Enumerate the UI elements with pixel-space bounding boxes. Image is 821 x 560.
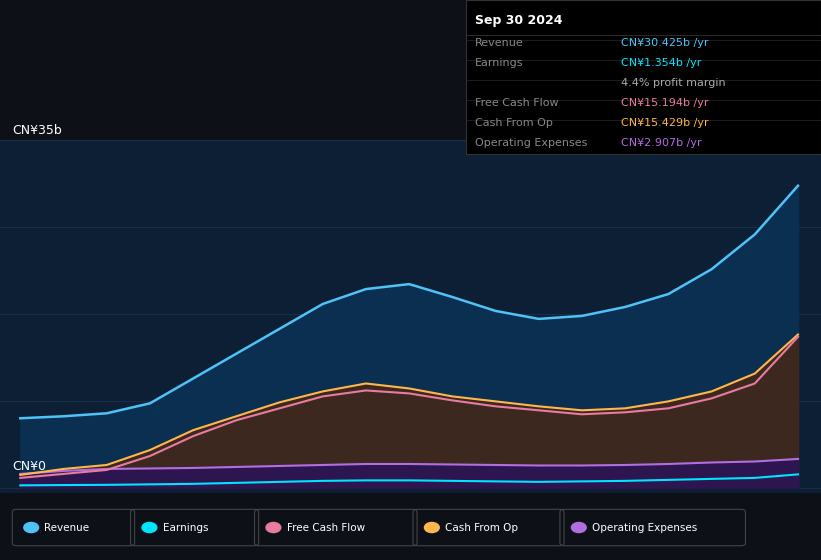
Text: CN¥0: CN¥0 [12,460,46,473]
Text: Revenue: Revenue [475,38,524,48]
Text: Sep 30 2024: Sep 30 2024 [475,14,563,27]
Text: Free Cash Flow: Free Cash Flow [287,522,365,533]
Text: CN¥15.429b /yr: CN¥15.429b /yr [621,118,709,128]
Text: CN¥1.354b /yr: CN¥1.354b /yr [621,58,702,68]
Text: CN¥2.907b /yr: CN¥2.907b /yr [621,138,702,148]
Text: Cash From Op: Cash From Op [445,522,518,533]
Text: Earnings: Earnings [475,58,524,68]
Text: CN¥30.425b /yr: CN¥30.425b /yr [621,38,709,48]
Text: CN¥35b: CN¥35b [12,124,62,137]
Text: Earnings: Earnings [163,522,208,533]
Text: 4.4% profit margin: 4.4% profit margin [621,78,726,88]
Text: Operating Expenses: Operating Expenses [592,522,697,533]
Text: Free Cash Flow: Free Cash Flow [475,98,559,108]
Text: CN¥15.194b /yr: CN¥15.194b /yr [621,98,709,108]
Text: Operating Expenses: Operating Expenses [475,138,588,148]
Text: Cash From Op: Cash From Op [475,118,553,128]
Text: Revenue: Revenue [44,522,89,533]
